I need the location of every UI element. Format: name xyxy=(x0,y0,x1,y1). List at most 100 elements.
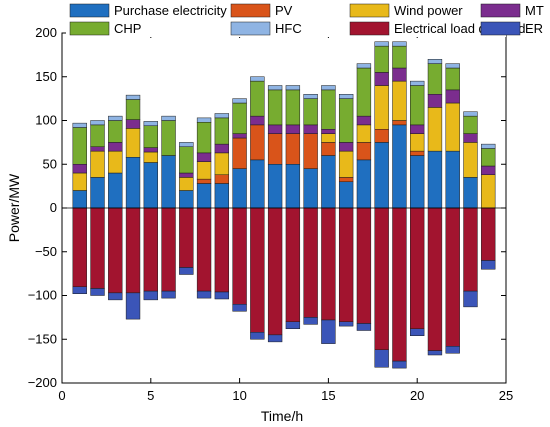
legend-item-hfc: HFC xyxy=(230,21,302,36)
bar-chp-hour-5 xyxy=(143,125,158,148)
bars-layer xyxy=(72,41,496,369)
bar-electrical-load-demand-hour-6 xyxy=(161,207,176,292)
bar-mt-hour-19 xyxy=(392,67,407,82)
bar-pv-hour-9 xyxy=(214,174,230,184)
bar-electrical-load-demand-hour-20 xyxy=(410,207,425,329)
bar-electrical-load-demand-hour-2 xyxy=(90,207,105,289)
x-tick-label: 10 xyxy=(232,388,246,403)
bar-chp-hour-3 xyxy=(108,120,123,143)
bar-er-hour-14 xyxy=(303,317,318,325)
bar-electrical-load-demand-hour-24 xyxy=(481,207,496,261)
bar-hfc-hour-19 xyxy=(392,41,407,47)
bar-er-hour-20 xyxy=(410,328,425,336)
y-tick-label: −200 xyxy=(28,375,57,390)
bar-wind-power-hour-22 xyxy=(445,102,460,152)
bar-electrical-load-demand-hour-1 xyxy=(72,207,87,287)
y-tick-label: 0 xyxy=(50,200,57,215)
bar-er-hour-12 xyxy=(267,334,283,343)
bar-wind-power-hour-20 xyxy=(410,133,425,152)
bar-hfc-hour-13 xyxy=(285,85,301,91)
y-axis-title: Power/MW xyxy=(6,173,22,242)
legend-swatch-er xyxy=(480,21,521,36)
bar-purchase-electricity-hour-17 xyxy=(356,159,372,209)
bar-purchase-electricity-hour-22 xyxy=(445,150,460,209)
x-tick-label: 0 xyxy=(58,388,65,403)
bar-hfc-hour-7 xyxy=(179,142,194,148)
legend-label-mt: MT xyxy=(525,3,544,18)
bar-chp-hour-14 xyxy=(303,98,318,126)
bar-purchase-electricity-hour-9 xyxy=(214,183,230,209)
bar-hfc-hour-21 xyxy=(427,59,443,64)
bar-hfc-hour-9 xyxy=(214,113,230,119)
bar-er-hour-9 xyxy=(214,291,230,300)
x-axis-title: Time/h xyxy=(261,408,303,424)
bar-electrical-load-demand-hour-17 xyxy=(356,207,372,324)
legend-label-pv: PV xyxy=(275,3,293,18)
legend-item-pv: PV xyxy=(230,3,293,18)
bar-purchase-electricity-hour-8 xyxy=(196,183,212,209)
bar-er-hour-6 xyxy=(161,290,176,299)
legend-label-hfc: HFC xyxy=(275,21,302,36)
bar-electrical-load-demand-hour-14 xyxy=(303,207,318,318)
bar-mt-hour-21 xyxy=(427,94,443,108)
bar-chp-hour-8 xyxy=(196,122,212,154)
bar-purchase-electricity-hour-16 xyxy=(338,181,354,209)
bar-chp-hour-6 xyxy=(161,120,176,156)
bar-hfc-hour-20 xyxy=(410,80,425,86)
bar-mt-hour-15 xyxy=(321,129,336,134)
legend-swatch-wind-power xyxy=(349,3,390,18)
bar-electrical-load-demand-hour-7 xyxy=(179,207,194,268)
bar-electrical-load-demand-hour-10 xyxy=(232,207,247,305)
bar-hfc-hour-24 xyxy=(481,143,496,149)
bar-pv-hour-17 xyxy=(356,142,372,161)
bar-purchase-electricity-hour-15 xyxy=(321,155,336,209)
bar-er-hour-24 xyxy=(481,260,496,270)
bar-chp-hour-19 xyxy=(392,45,407,69)
bar-chp-hour-21 xyxy=(427,63,443,95)
bar-chp-hour-17 xyxy=(356,67,372,117)
legend-swatch-electrical-load-demand xyxy=(349,21,390,36)
bar-hfc-hour-5 xyxy=(143,121,158,127)
legend-swatch-mt xyxy=(480,3,521,18)
x-tick-label: 25 xyxy=(499,388,513,403)
bar-chp-hour-12 xyxy=(267,89,283,126)
bar-purchase-electricity-hour-20 xyxy=(410,155,425,209)
bar-purchase-electricity-hour-7 xyxy=(179,190,194,209)
y-tick-label: −50 xyxy=(35,244,57,259)
bar-wind-power-hour-18 xyxy=(374,85,389,130)
bar-purchase-electricity-hour-2 xyxy=(90,177,105,209)
bar-chp-hour-20 xyxy=(410,85,425,126)
bar-electrical-load-demand-hour-5 xyxy=(143,207,158,292)
y-tick-label: −100 xyxy=(28,288,57,303)
bar-electrical-load-demand-hour-23 xyxy=(463,207,478,292)
bar-purchase-electricity-hour-13 xyxy=(285,164,301,209)
bar-chp-hour-18 xyxy=(374,45,389,73)
bar-hfc-hour-14 xyxy=(303,94,318,99)
x-tick-label: 5 xyxy=(147,388,154,403)
bar-er-hour-3 xyxy=(108,292,123,301)
bar-purchase-electricity-hour-10 xyxy=(232,168,247,209)
bar-er-hour-22 xyxy=(445,346,460,354)
bar-pv-hour-18 xyxy=(374,129,389,143)
bar-wind-power-hour-4 xyxy=(125,128,141,158)
legend-swatch-purchase-electricity xyxy=(69,3,110,18)
legend-item-mt: MT xyxy=(480,3,544,18)
bar-wind-power-hour-8 xyxy=(196,161,212,180)
bar-er-hour-2 xyxy=(90,288,105,296)
bar-purchase-electricity-hour-5 xyxy=(143,162,158,209)
bar-er-hour-19 xyxy=(392,360,407,369)
bar-purchase-electricity-hour-19 xyxy=(392,124,407,209)
y-tick-label: 100 xyxy=(35,113,57,128)
bar-wind-power-hour-21 xyxy=(427,107,443,152)
bar-electrical-load-demand-hour-15 xyxy=(321,207,336,321)
bar-hfc-hour-3 xyxy=(108,115,123,121)
bar-mt-hour-3 xyxy=(108,142,123,152)
bar-electrical-load-demand-hour-21 xyxy=(427,207,443,351)
bar-mt-hour-22 xyxy=(445,89,460,104)
bar-purchase-electricity-hour-18 xyxy=(374,142,389,209)
bar-mt-hour-20 xyxy=(410,124,425,134)
legend-label-wind-power: Wind power xyxy=(394,3,463,18)
bar-mt-hour-12 xyxy=(267,124,283,134)
legend-item-purchase-electricity: Purchase electricity xyxy=(69,3,227,18)
bar-mt-hour-5 xyxy=(143,147,158,153)
